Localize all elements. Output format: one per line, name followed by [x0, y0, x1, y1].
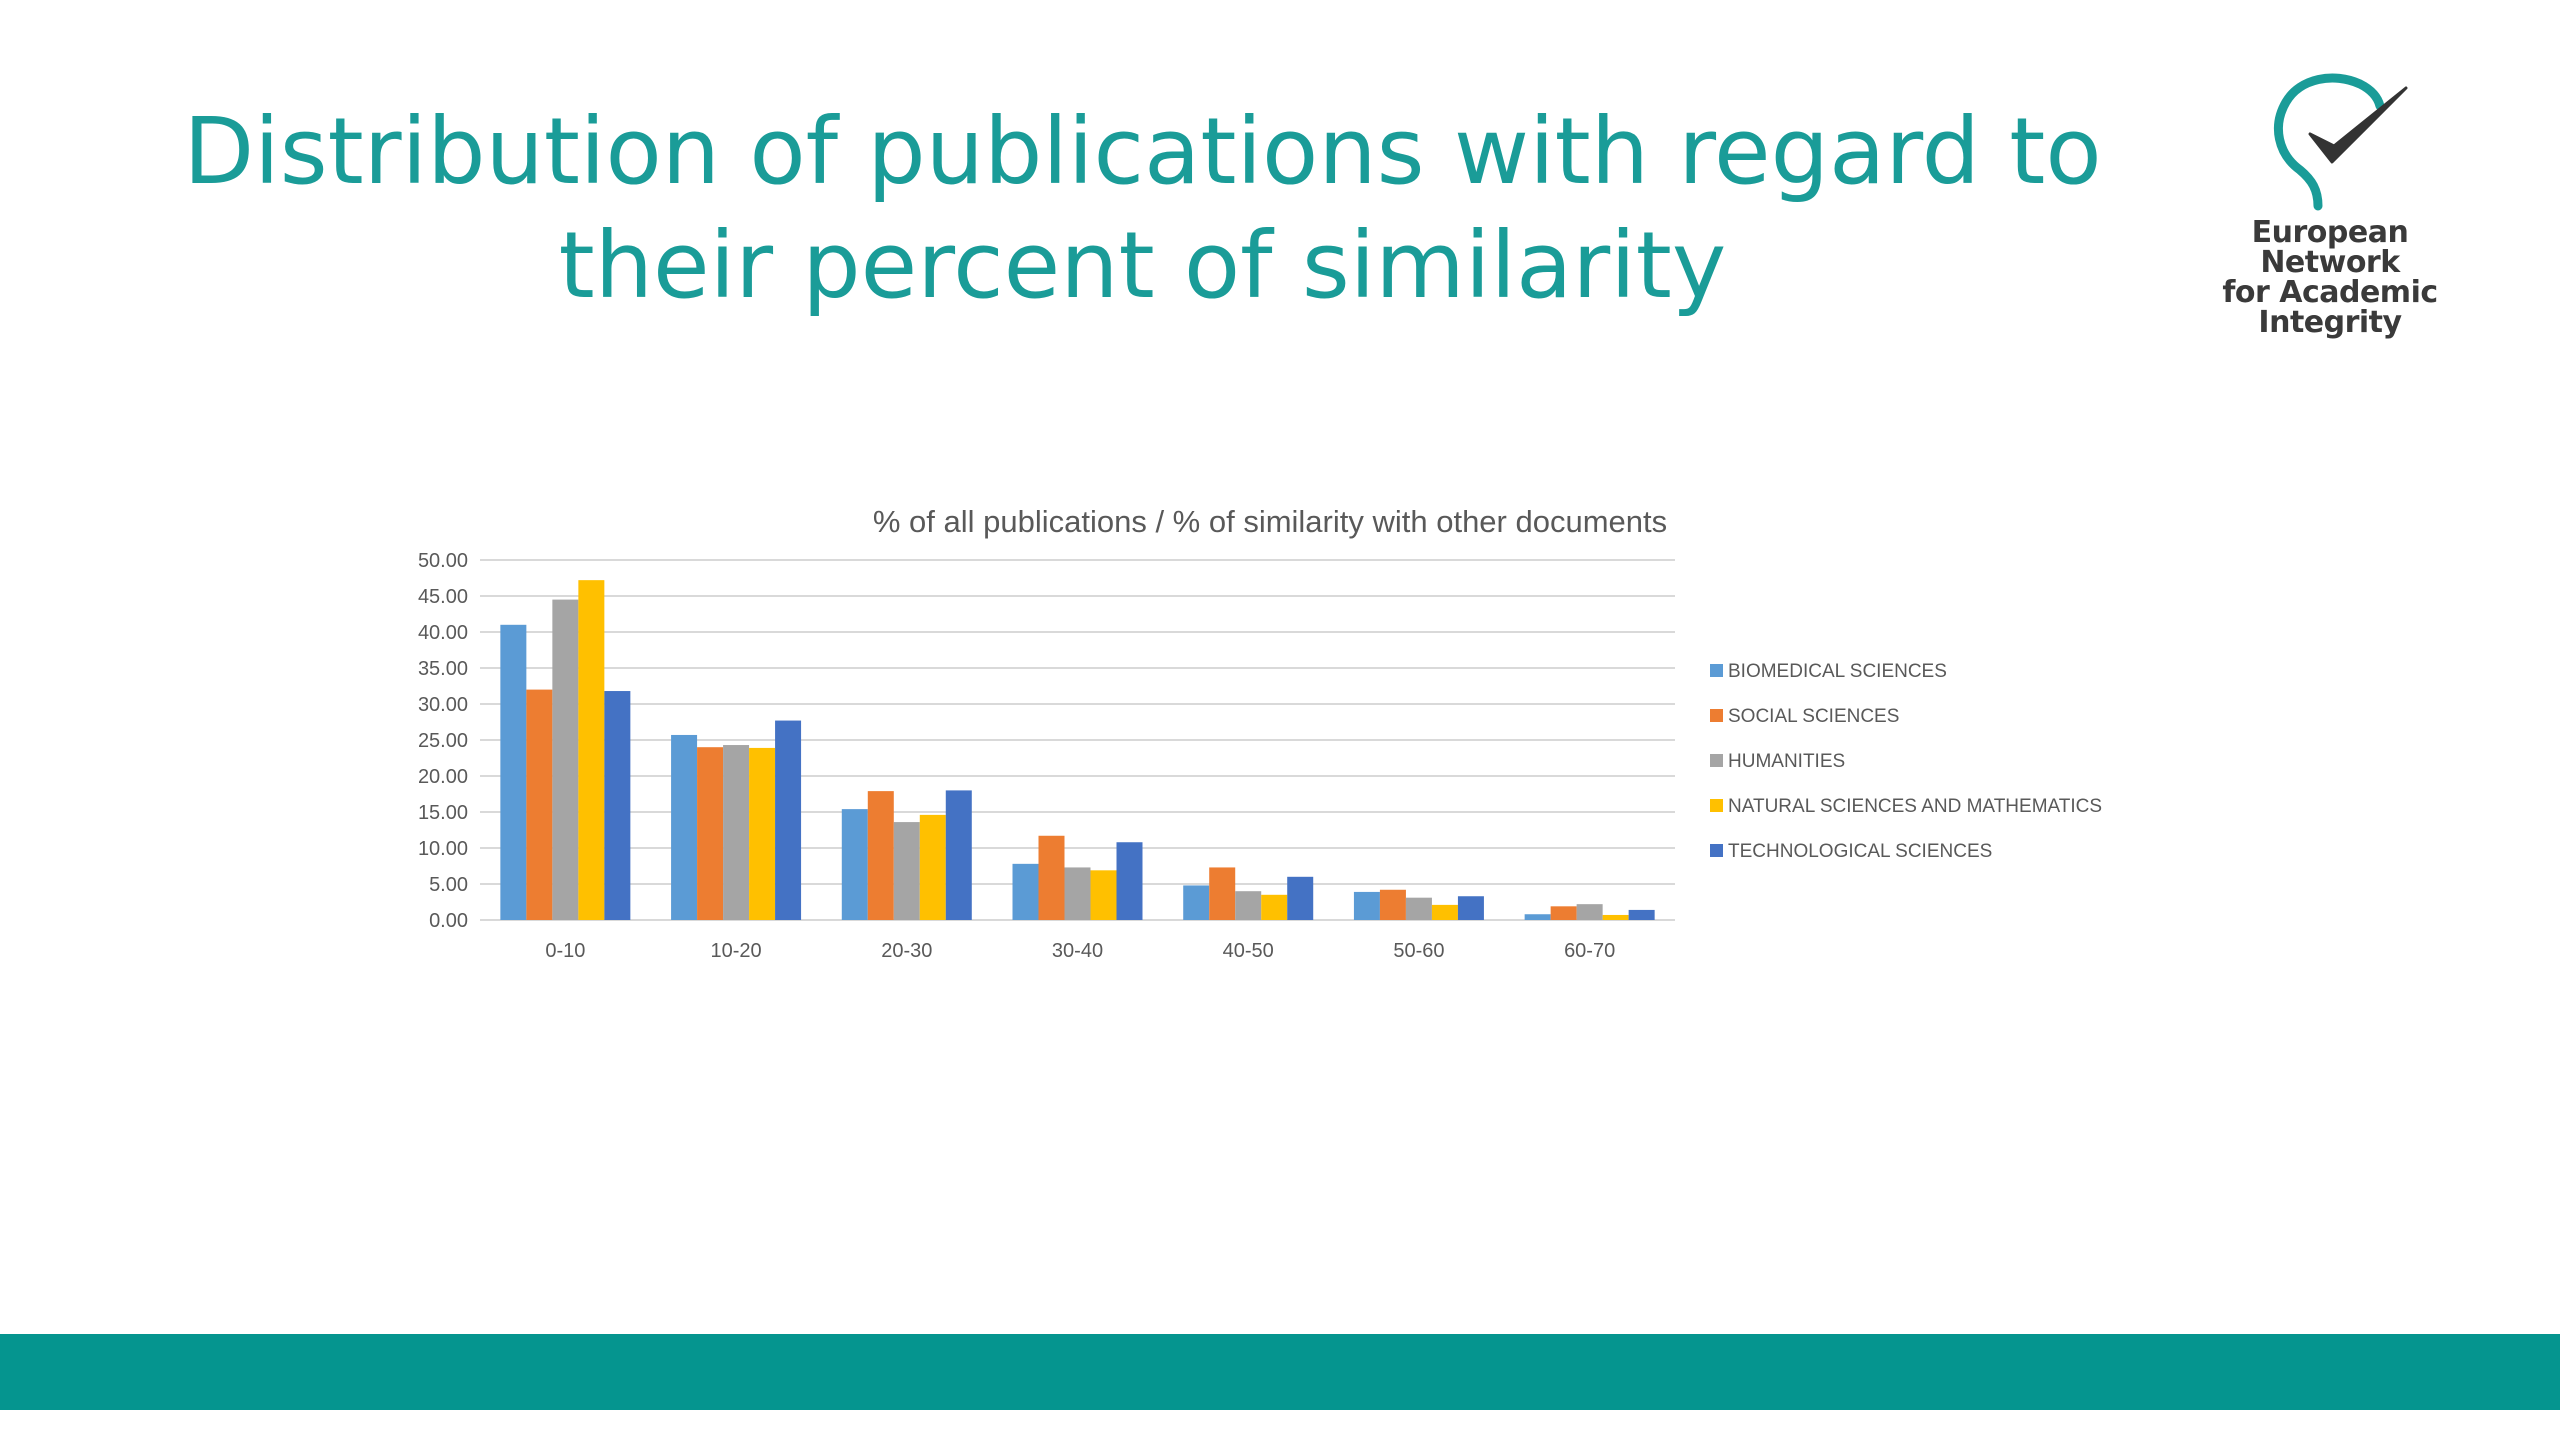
y-tick-label: 35.00	[418, 658, 468, 680]
slide-title-line-2: their percent of similarity	[558, 212, 1727, 319]
head-checkmark-icon	[2274, 73, 2408, 211]
plot-area: 0.00 5.00 10.00 15.00 20.00 25.00 30.00 35.00 40…	[418, 550, 1675, 962]
legend-label: SOCIAL SCIENCES	[1728, 706, 1899, 727]
bar	[919, 814, 946, 920]
bar	[1550, 906, 1577, 920]
slide-title: Distribution of publications with regard…	[150, 95, 2135, 323]
legend-swatch	[1710, 754, 1723, 767]
similarity-bar-chart: % of all publications / % of similarity …	[418, 504, 2102, 962]
bar	[1209, 867, 1236, 920]
bar	[1353, 891, 1380, 920]
footer-bar	[0, 1334, 2560, 1410]
logo-line-1: European Network	[2251, 215, 2409, 280]
bar	[841, 809, 868, 920]
legend-label: BIOMEDICAL SCIENCES	[1728, 661, 1947, 682]
bar	[1038, 835, 1065, 920]
x-tick-label: 50-60	[1393, 940, 1444, 962]
bar	[1183, 885, 1210, 920]
bar	[1431, 904, 1458, 920]
bar	[1602, 914, 1629, 920]
bar	[1457, 896, 1484, 920]
bar	[1379, 889, 1406, 920]
legend-label: HUMANITIES	[1728, 751, 1845, 772]
bar	[1261, 894, 1288, 920]
bar	[723, 745, 750, 920]
enai-logo: European Network for Academic Integrity	[2180, 68, 2480, 338]
bar	[1287, 876, 1314, 920]
y-tick-label: 5.00	[429, 874, 468, 896]
chart-legend: BIOMEDICAL SCIENCES SOCIAL SCIENCES HUMANI…	[1710, 661, 2102, 862]
legend-label: NATURAL SCIENCES AND MATHEMATICS	[1728, 796, 2102, 817]
bar	[1405, 897, 1432, 920]
bar	[1064, 867, 1091, 920]
bar	[893, 822, 920, 920]
logo-head-outline	[2274, 73, 2385, 211]
y-tick-label: 25.00	[418, 730, 468, 752]
bar	[1628, 909, 1655, 920]
bar	[775, 720, 802, 920]
bar	[1116, 842, 1143, 920]
y-tick-label: 15.00	[418, 802, 468, 824]
legend-label: TECHNOLOGICAL SCIENCES	[1728, 841, 1992, 862]
bar	[671, 734, 698, 920]
legend-swatch	[1710, 799, 1723, 812]
bar	[1090, 870, 1117, 920]
y-tick-label: 30.00	[418, 694, 468, 716]
y-tick-label: 10.00	[418, 838, 468, 860]
bar	[867, 791, 894, 920]
bar	[500, 624, 527, 920]
y-tick-label: 45.00	[418, 586, 468, 608]
x-tick-label: 10-20	[710, 940, 761, 962]
x-tick-label: 40-50	[1223, 940, 1274, 962]
y-tick-label: 0.00	[429, 910, 468, 932]
chart-title: % of all publications / % of similarity …	[873, 504, 1667, 539]
x-tick-label: 30-40	[1052, 940, 1103, 962]
bar	[604, 691, 631, 920]
x-tick-label: 60-70	[1564, 940, 1615, 962]
bar	[578, 580, 605, 920]
y-tick-label: 40.00	[418, 622, 468, 644]
legend-swatch	[1710, 709, 1723, 722]
logo-line-2: for Academic	[2222, 275, 2438, 310]
logo-wordmark: European Network for Academic Integrity	[2180, 218, 2480, 338]
bar	[552, 599, 579, 920]
bar	[1576, 904, 1603, 920]
bar	[749, 747, 776, 920]
slide-title-line-1: Distribution of publications with regard…	[183, 98, 2102, 205]
bar	[1012, 863, 1039, 920]
bar	[945, 790, 972, 920]
y-tick-label: 20.00	[418, 766, 468, 788]
bar	[1235, 891, 1262, 920]
bar	[526, 689, 553, 920]
legend-swatch	[1710, 664, 1723, 677]
x-tick-label: 20-30	[881, 940, 932, 962]
bar	[697, 747, 724, 920]
legend-swatch	[1710, 844, 1723, 857]
x-tick-label: 0-10	[545, 940, 585, 962]
logo-line-3: Integrity	[2258, 305, 2402, 340]
y-tick-label: 50.00	[418, 550, 468, 572]
bar	[1524, 914, 1551, 920]
logo-checkmark	[2308, 86, 2408, 164]
